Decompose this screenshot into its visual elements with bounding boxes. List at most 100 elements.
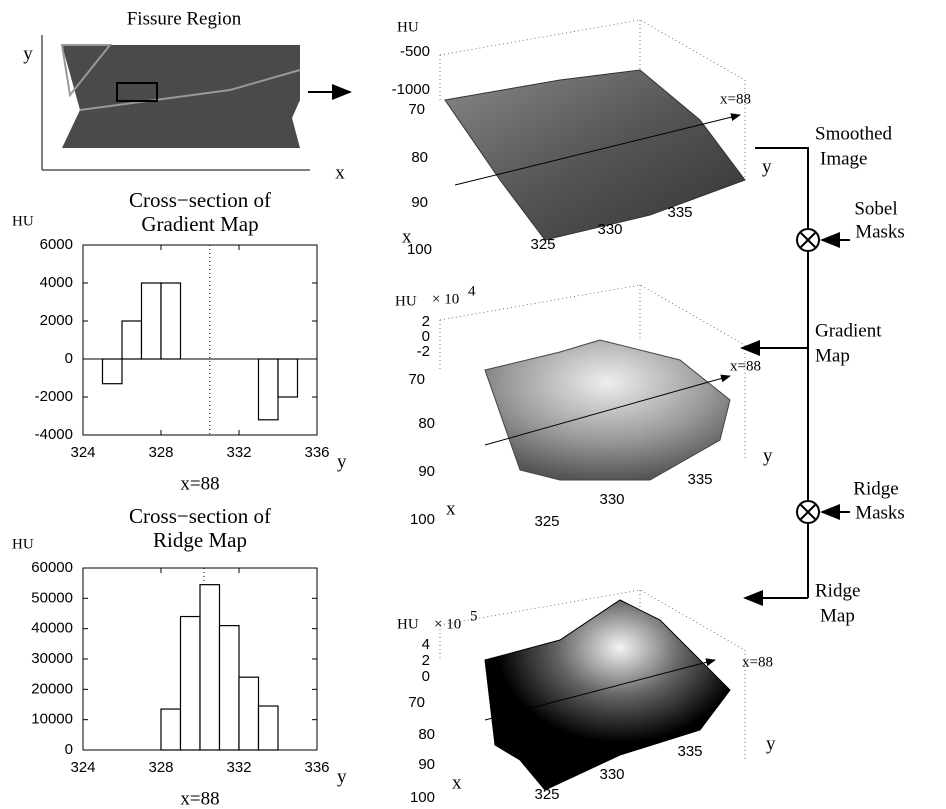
x-tick: 80 [411,149,428,166]
x-axis-label: y [337,766,347,787]
chart-title: Ridge Map [153,528,247,552]
y-tick-label: 6000 [40,236,73,253]
flow-label: Sobel [854,198,897,219]
y-tick: 335 [677,743,702,760]
surface [445,70,745,240]
y-tick-label: 0 [65,350,73,367]
y-tick: 325 [534,786,559,803]
x-tick: 90 [418,756,435,773]
z-tick: 0 [422,668,430,685]
y-tick-label: 50000 [31,589,73,606]
y-tick-label: -2000 [35,388,73,405]
flow-label: Ridge [815,580,860,601]
x-axis-label: y [337,451,347,472]
x-tick-label: 332 [226,444,251,461]
x-label: x [452,772,462,793]
x-tick: 80 [418,415,435,432]
x-tick-label: 324 [70,444,95,461]
chart-title: Gradient Map [141,212,258,236]
y-tick: 335 [687,471,712,488]
bar [122,321,142,359]
bar [259,359,279,420]
y-tick: 330 [599,491,624,508]
bar [161,709,181,750]
x-tick: 100 [410,511,435,528]
bar [239,677,259,750]
z-tick: 4 [422,636,430,653]
x-label: x [402,226,412,247]
bar [278,359,298,397]
x-tick: 90 [411,194,428,211]
z-tick: -1000 [392,81,430,98]
z-scale: × 10 [432,291,459,307]
bar [142,283,162,359]
x-tick-label: 324 [70,759,95,776]
z-scale-exponent: 5 [470,608,478,624]
x-tick: 90 [418,463,435,480]
annotation: x=88 [730,358,761,374]
y-tick-label: 4000 [40,274,73,291]
z-label: HU [397,616,419,632]
z-tick: -500 [400,43,430,60]
axis-label: x [335,162,345,183]
z-tick: 2 [422,652,430,669]
y-tick-label: 2000 [40,312,73,329]
x-tick-label: 336 [304,759,329,776]
bar [181,617,201,750]
y-tick: 325 [534,513,559,530]
annotation: x=88 [742,654,773,670]
plot-frame [83,245,317,435]
y-tick-label: 20000 [31,680,73,697]
y-axis-label: HU [12,536,34,552]
y-label: y [766,733,776,754]
annotation: x=88 [180,788,219,809]
y-label: y [763,445,773,466]
bar [103,359,123,384]
x-tick: 70 [408,371,425,388]
bar [161,283,181,359]
y-tick-label: 0 [65,741,73,758]
z-label: HU [397,19,419,35]
bar [200,585,220,750]
annotation: x=88 [720,91,751,107]
y-tick-label: -4000 [35,426,73,443]
x-tick: 70 [408,101,425,118]
flow-label: Smoothed [815,123,893,144]
flow-label: Map [820,605,855,626]
surface [485,600,730,790]
x-tick: 100 [410,789,435,806]
fissure-title: Fissure Region [127,8,242,29]
flow-label: Map [815,345,850,366]
flow-label: Image [820,148,867,169]
y-tick-label: 60000 [31,559,73,576]
x-label: x [446,498,456,519]
y-tick: 335 [667,204,692,221]
x-tick: 70 [408,694,425,711]
bar [220,626,240,750]
z-scale-exponent: 4 [468,283,476,299]
flow-label: Masks [855,502,905,523]
x-tick-label: 328 [148,759,173,776]
annotation: x=88 [180,473,219,494]
x-tick-label: 328 [148,444,173,461]
bar [259,706,279,750]
y-tick: 330 [599,766,624,783]
chart-title: Cross−section of [129,504,271,528]
axis-label: y [23,43,33,64]
flow-label: Masks [855,221,905,242]
z-scale: × 10 [434,616,461,632]
z-tick: -2 [417,343,430,360]
chart-title: Cross−section of [129,188,271,212]
y-axis-label: HU [12,213,34,229]
flow-label: Gradient [815,320,882,341]
flow-line [755,148,808,598]
y-tick-label: 40000 [31,620,73,637]
y-tick-label: 10000 [31,711,73,728]
flow-label: Ridge [853,478,898,499]
y-tick: 330 [597,221,622,238]
figure: Fissure Region y x HU -500 -1000 70 80 9… [0,0,946,809]
y-tick-label: 30000 [31,650,73,667]
z-label: HU [395,293,417,309]
x-tick-label: 332 [226,759,251,776]
x-tick-label: 336 [304,444,329,461]
